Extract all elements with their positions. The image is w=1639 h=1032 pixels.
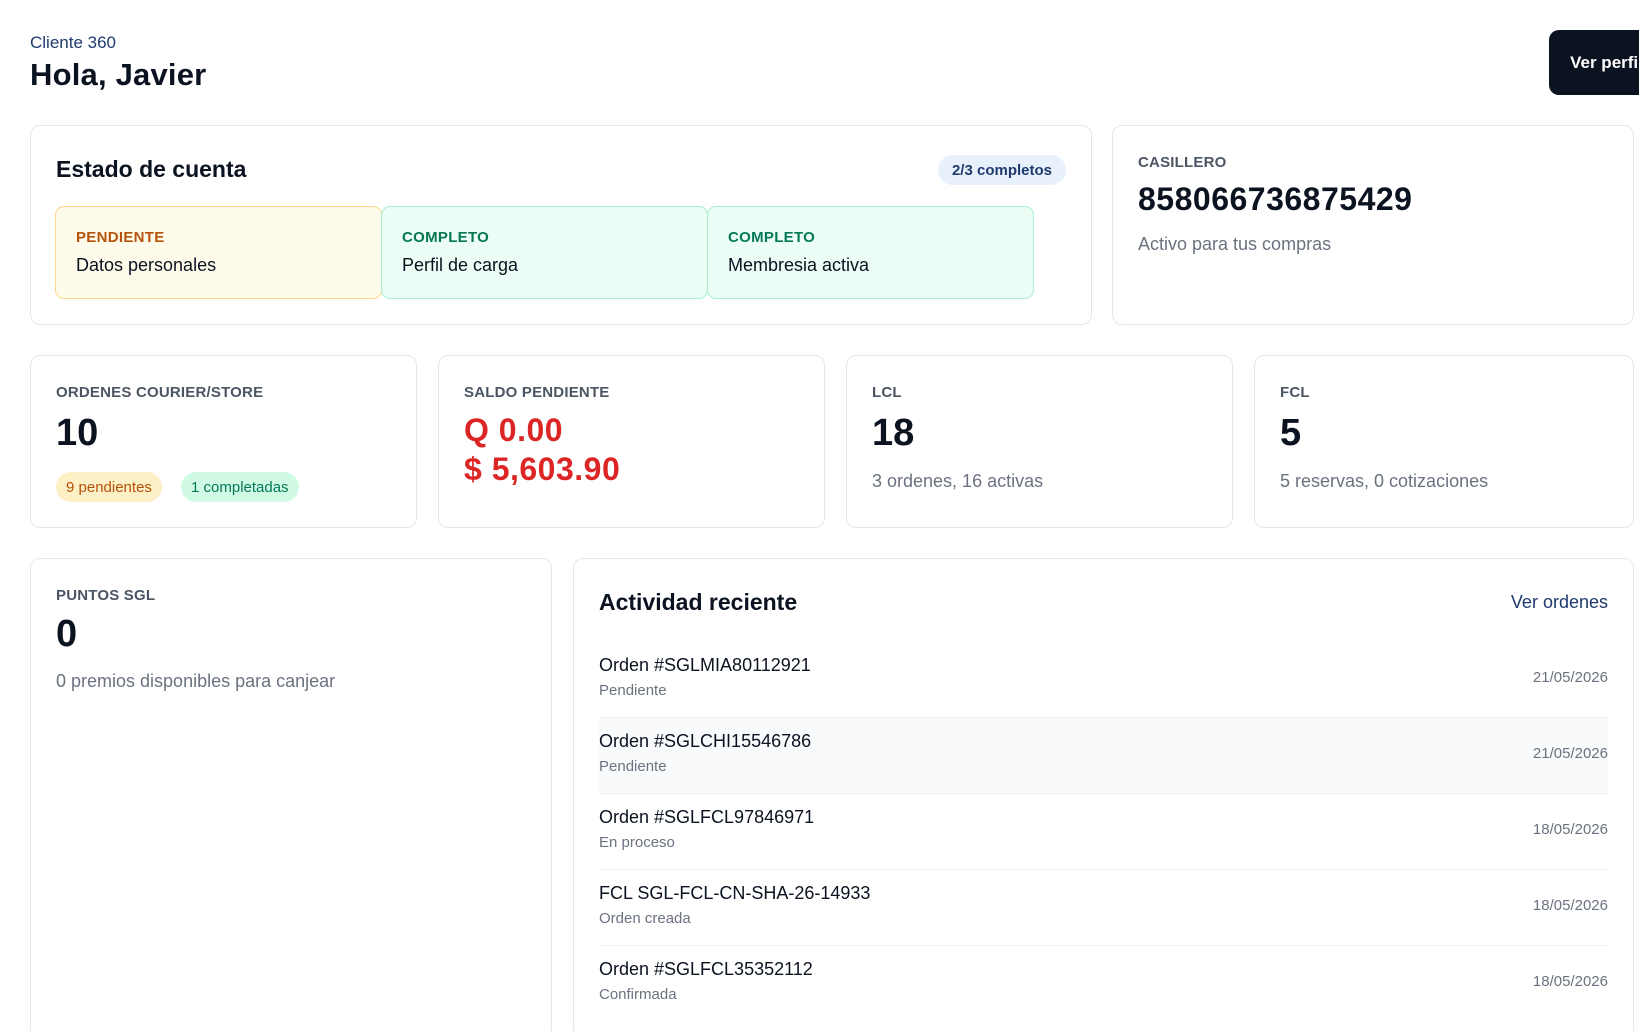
status-label: COMPLETO <box>402 229 490 246</box>
status-label: COMPLETO <box>728 229 816 246</box>
activity-title: Orden #SGLCHI15546786 <box>599 731 812 751</box>
pending-balance-card: SALDO PENDIENTE Q 0.00 $ 5,603.90 <box>438 355 825 528</box>
activity-date: 18/05/2026 <box>1532 897 1608 914</box>
locker-label: CASILLERO <box>1138 154 1227 171</box>
status-item-name: Membresia activa <box>728 255 870 275</box>
status-tile-membership[interactable]: COMPLETO Membresia activa <box>707 206 1034 299</box>
lcl-value: 18 <box>872 412 915 454</box>
locker-number: 858066736875429 <box>1138 181 1413 217</box>
activity-row[interactable]: Orden #SGLFCL35352112 Confirmada 18/05/2… <box>599 946 1608 1022</box>
fcl-note: 5 reservas, 0 cotizaciones <box>1280 471 1489 491</box>
activity-date: 18/05/2026 <box>1532 973 1608 990</box>
fcl-value: 5 <box>1280 412 1302 454</box>
activity-date: 21/05/2026 <box>1532 745 1608 762</box>
status-label: PENDIENTE <box>76 229 165 246</box>
status-tile-cargo-profile[interactable]: COMPLETO Perfil de carga <box>381 206 708 299</box>
balance-gtq: Q 0.00 <box>464 412 564 448</box>
balance-usd: $ 5,603.90 <box>464 451 621 487</box>
fcl-card: FCL 5 5 reservas, 0 cotizaciones <box>1254 355 1634 528</box>
account-status-title: Estado de cuenta <box>56 156 247 182</box>
activity-title: Orden #SGLFCL97846971 <box>599 807 815 827</box>
activity-row[interactable]: Orden #SGLFCL97846971 En proceso 18/05/2… <box>599 794 1608 870</box>
activity-title: Orden #SGLFCL35352112 <box>599 959 813 979</box>
courier-orders-card: ORDENES COURIER/STORE 10 9 pendientes 1 … <box>30 355 417 528</box>
pending-balance-label: SALDO PENDIENTE <box>464 384 610 401</box>
account-status-card: Estado de cuenta 2/3 completos PENDIENTE… <box>30 125 1092 325</box>
activity-date: 18/05/2026 <box>1532 821 1608 838</box>
points-card: PUNTOS SGL 0 0 premios disponibles para … <box>30 558 552 1032</box>
fcl-label: FCL <box>1280 384 1310 401</box>
recent-activity-title: Actividad reciente <box>599 589 798 615</box>
activity-title: FCL SGL-FCL-CN-SHA-26-14933 <box>599 883 871 903</box>
activity-title: Orden #SGLMIA80112921 <box>599 655 811 675</box>
locker-card: CASILLERO 858066736875429 Activo para tu… <box>1112 125 1634 325</box>
points-label: PUNTOS SGL <box>56 587 156 604</box>
lcl-card: LCL 18 3 ordenes, 16 activas <box>846 355 1233 528</box>
activity-list: Orden #SGLMIA80112921 Pendiente 21/05/20… <box>599 642 1608 1022</box>
view-profile-button[interactable]: Ver perfil <box>1549 30 1639 95</box>
page-eyebrow: Cliente 360 <box>30 33 117 52</box>
activity-row[interactable]: FCL SGL-FCL-CN-SHA-26-14933 Orden creada… <box>599 870 1608 946</box>
activity-status: Confirmada <box>599 986 677 1003</box>
locker-note: Activo para tus compras <box>1138 234 1332 254</box>
activity-row[interactable]: Orden #SGLMIA80112921 Pendiente 21/05/20… <box>599 642 1608 718</box>
page-title: Hola, Javier <box>30 57 207 92</box>
courier-orders-label: ORDENES COURIER/STORE <box>56 384 264 401</box>
activity-status: Pendiente <box>599 682 667 699</box>
activity-status: Orden creada <box>599 910 691 927</box>
pending-orders-badge: 9 pendientes <box>56 472 162 502</box>
activity-status: Pendiente <box>599 758 667 775</box>
activity-status: En proceso <box>599 834 675 851</box>
status-item-name: Datos personales <box>76 255 217 275</box>
points-note: 0 premios disponibles para canjear <box>56 671 336 691</box>
page-header: Cliente 360 Hola, Javier Ver perfil <box>30 30 1639 100</box>
points-value: 0 <box>56 613 78 655</box>
courier-orders-value: 10 <box>56 412 99 454</box>
activity-row[interactable]: Orden #SGLCHI15546786 Pendiente 21/05/20… <box>599 718 1608 794</box>
completed-orders-badge: 1 completadas <box>181 472 299 502</box>
recent-activity-card: Actividad reciente Ver ordenes Orden #SG… <box>573 558 1634 1032</box>
lcl-note: 3 ordenes, 16 activas <box>872 471 1044 491</box>
activity-date: 21/05/2026 <box>1532 669 1608 686</box>
progress-badge: 2/3 completos <box>937 155 1066 185</box>
lcl-label: LCL <box>872 384 902 401</box>
view-orders-link[interactable]: Ver ordenes <box>1510 592 1608 612</box>
status-tile-personal-data[interactable]: PENDIENTE Datos personales <box>55 206 382 299</box>
status-item-name: Perfil de carga <box>402 255 519 275</box>
